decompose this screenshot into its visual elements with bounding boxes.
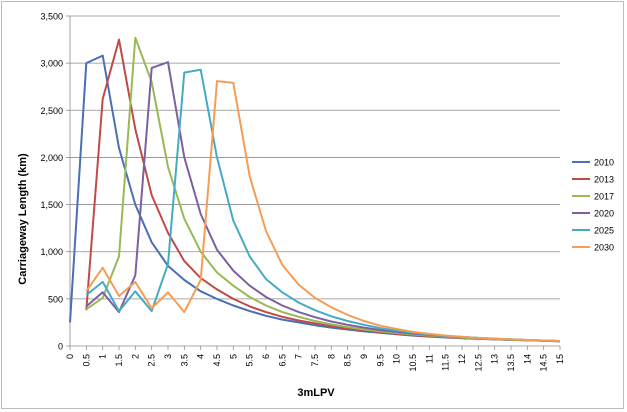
x-tick-label: 13: [490, 354, 500, 364]
x-tick-label: 4: [196, 354, 206, 359]
legend: 2010 2013 2017 2020 2025 2030: [572, 158, 614, 253]
x-tick-label: 10.5: [408, 354, 418, 372]
series-line-2020: [85, 61, 561, 343]
x-tick-label: 8: [326, 354, 336, 359]
gridlines: [70, 15, 560, 300]
y-axis-label: Carriageway Length (km): [17, 153, 29, 285]
x-tick-label: 5: [228, 354, 238, 359]
legend-label-2010: 2010: [594, 158, 614, 168]
x-tick-label: 15: [555, 354, 565, 364]
x-tick-label: 0: [65, 354, 75, 359]
x-tick-label: 11.5: [441, 354, 451, 371]
x-tick-label: 14: [522, 354, 532, 364]
x-tick-label: 4.5: [212, 354, 222, 367]
x-tick-label: 7.5: [310, 354, 320, 367]
y-tick-labels: 0 500 1,000 1,500 2,000 2,500 3,000 3,500: [40, 12, 63, 352]
y-tick-label: 1,500: [40, 200, 63, 210]
x-tick-label: 5.5: [245, 354, 255, 367]
x-tick-label: 0.5: [81, 354, 91, 367]
x-tick-label: 11: [424, 354, 434, 363]
y-tick-label: 2,000: [40, 153, 63, 163]
y-tick-label: 3,500: [40, 12, 63, 22]
y-tick-label: 1,000: [40, 247, 63, 257]
x-tick-label: 12: [457, 354, 467, 364]
x-tick-label: 6.5: [277, 354, 287, 367]
x-tick-label: 9: [359, 354, 369, 359]
x-tick-label: 3: [163, 354, 173, 359]
x-axis-label: 3mLPV: [297, 387, 335, 399]
series-lines: [69, 36, 561, 343]
x-tick-label: 2.5: [147, 354, 157, 367]
y-tick-label: 500: [48, 294, 63, 304]
x-tick-labels: 0 0.5 1 1.5 2 2.5 3 3.5 4 4.5 5 5.5 6 6.5 7 7.5 8 8.5 9 9.5…: [65, 354, 565, 372]
y-tick-label: 0: [58, 342, 63, 352]
x-tick-label: 6: [261, 354, 271, 359]
y-tick-label: 3,000: [40, 59, 63, 69]
x-tick-label: 3.5: [179, 354, 189, 367]
series-line-2030: [85, 80, 561, 342]
legend-label-2025: 2025: [594, 226, 614, 236]
x-tick-label: 2: [130, 354, 140, 359]
legend-label-2030: 2030: [594, 243, 614, 253]
legend-label-2013: 2013: [594, 175, 614, 185]
x-tick-label: 1.5: [114, 354, 124, 367]
x-tick-label: 8.5: [343, 354, 353, 367]
x-tick-label: 1: [98, 354, 108, 359]
x-tick-label: 12.5: [473, 354, 483, 372]
x-tick-label: 10: [392, 354, 402, 364]
y-tick-label: 2,500: [40, 106, 63, 116]
legend-label-2017: 2017: [594, 192, 614, 202]
x-tick-label: 13.5: [506, 354, 516, 372]
x-tick-label: 9.5: [375, 354, 385, 367]
x-tick-label: 7: [294, 354, 304, 359]
x-tick-label: 14.5: [539, 354, 549, 372]
legend-label-2020: 2020: [594, 209, 614, 219]
axes: [66, 15, 561, 350]
